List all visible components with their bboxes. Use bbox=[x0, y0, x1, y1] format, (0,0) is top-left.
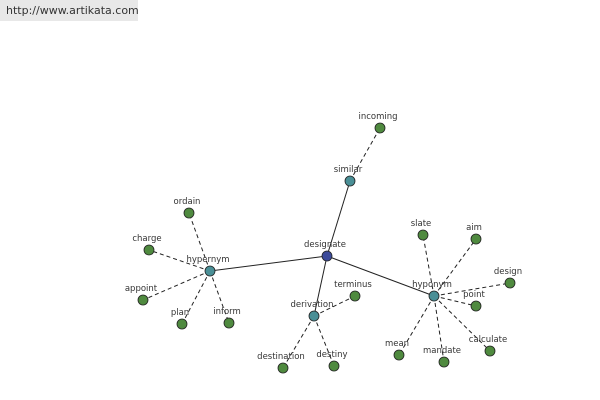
word-label[interactable]: design bbox=[494, 267, 522, 277]
word-edge bbox=[181, 270, 211, 325]
word-node[interactable] bbox=[183, 207, 195, 219]
word-label[interactable]: ordain bbox=[174, 197, 201, 207]
relation-edge bbox=[209, 255, 328, 272]
word-node[interactable] bbox=[137, 294, 149, 306]
word-label[interactable]: mean bbox=[385, 339, 409, 349]
word-node[interactable] bbox=[374, 122, 386, 134]
word-node[interactable] bbox=[277, 362, 289, 374]
relation-edge bbox=[326, 180, 351, 257]
word-label[interactable]: mandate bbox=[423, 346, 461, 356]
word-node[interactable] bbox=[428, 290, 440, 302]
word-edge bbox=[433, 295, 491, 352]
word-edge bbox=[148, 249, 211, 272]
relation-edge bbox=[326, 255, 435, 297]
site-url[interactable]: http://www.artikata.com bbox=[0, 0, 139, 21]
word-node[interactable] bbox=[204, 265, 216, 277]
word-edge bbox=[282, 315, 315, 369]
word-node[interactable] bbox=[328, 360, 340, 372]
word-label[interactable]: destination bbox=[257, 352, 305, 362]
word-edge bbox=[209, 270, 230, 324]
word-node[interactable] bbox=[349, 290, 361, 302]
word-node[interactable] bbox=[393, 349, 405, 361]
word-node[interactable] bbox=[484, 345, 496, 357]
word-label[interactable]: charge bbox=[132, 234, 161, 244]
word-edge bbox=[422, 234, 435, 297]
word-node[interactable] bbox=[321, 250, 333, 262]
word-node[interactable] bbox=[143, 244, 155, 256]
word-edge bbox=[313, 315, 335, 367]
word-label[interactable]: hyponym bbox=[412, 280, 452, 290]
word-edge bbox=[142, 270, 211, 301]
word-edge bbox=[398, 295, 435, 356]
relation-edge bbox=[313, 255, 328, 317]
word-node[interactable] bbox=[176, 318, 188, 330]
word-label[interactable]: inform bbox=[213, 307, 241, 317]
word-edge bbox=[313, 295, 356, 317]
word-node[interactable] bbox=[470, 233, 482, 245]
word-edge bbox=[433, 282, 511, 297]
word-label[interactable]: plan bbox=[171, 308, 189, 318]
word-edge bbox=[349, 127, 381, 182]
word-node[interactable] bbox=[470, 300, 482, 312]
word-label[interactable]: calculate bbox=[469, 335, 507, 345]
word-node[interactable] bbox=[417, 229, 429, 241]
word-label[interactable]: derivation bbox=[290, 300, 333, 310]
word-label[interactable]: terminus bbox=[334, 280, 372, 290]
word-label[interactable]: hypernym bbox=[186, 255, 229, 265]
word-node[interactable] bbox=[223, 317, 235, 329]
word-edge bbox=[188, 212, 211, 272]
word-label[interactable]: designate bbox=[304, 240, 346, 250]
word-edge bbox=[433, 238, 477, 297]
word-edge bbox=[433, 295, 477, 307]
word-node[interactable] bbox=[344, 175, 356, 187]
word-node[interactable] bbox=[504, 277, 516, 289]
word-label[interactable]: incoming bbox=[358, 112, 397, 122]
word-label[interactable]: appoint bbox=[125, 284, 158, 294]
word-label[interactable]: destiny bbox=[316, 350, 347, 360]
word-label[interactable]: aim bbox=[466, 223, 482, 233]
word-node[interactable] bbox=[438, 356, 450, 368]
word-node[interactable] bbox=[308, 310, 320, 322]
word-label[interactable]: slate bbox=[411, 219, 432, 229]
word-label[interactable]: point bbox=[463, 290, 485, 300]
word-label[interactable]: similar bbox=[334, 165, 363, 175]
